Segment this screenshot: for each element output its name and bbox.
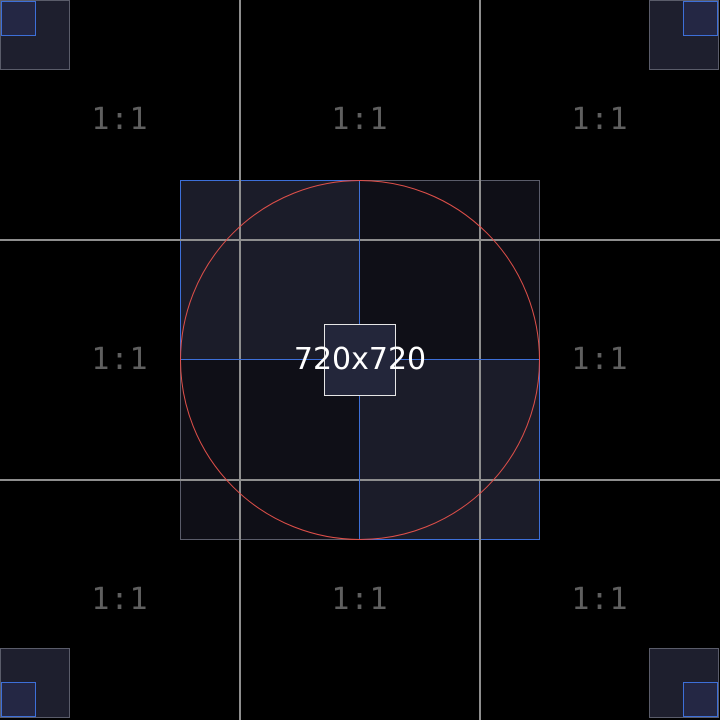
- corner-marker-bottom-left: [0, 648, 70, 718]
- center-circle: [180, 180, 540, 540]
- ratio-label-bottom-right: 1:1: [571, 582, 629, 617]
- ratio-label-top-left: 1:1: [91, 102, 149, 137]
- corner-marker-inner: [1, 682, 36, 717]
- center-box: [324, 324, 396, 396]
- corner-marker-top-left: [0, 0, 70, 70]
- ratio-label-top-right: 1:1: [571, 102, 629, 137]
- corner-marker-bottom-right: [649, 648, 719, 718]
- corner-marker-inner: [683, 682, 718, 717]
- ratio-label-bottom-center: 1:1: [331, 582, 389, 617]
- ratio-label-bottom-left: 1:1: [91, 582, 149, 617]
- ratio-label-middle-left: 1:1: [91, 342, 149, 377]
- dimension-label: 720x720: [293, 342, 427, 377]
- corner-marker-inner: [1, 1, 36, 36]
- ratio-label-middle-right: 1:1: [571, 342, 629, 377]
- corner-marker-top-right: [649, 0, 719, 70]
- ratio-label-top-center: 1:1: [331, 102, 389, 137]
- corner-marker-inner: [683, 1, 718, 36]
